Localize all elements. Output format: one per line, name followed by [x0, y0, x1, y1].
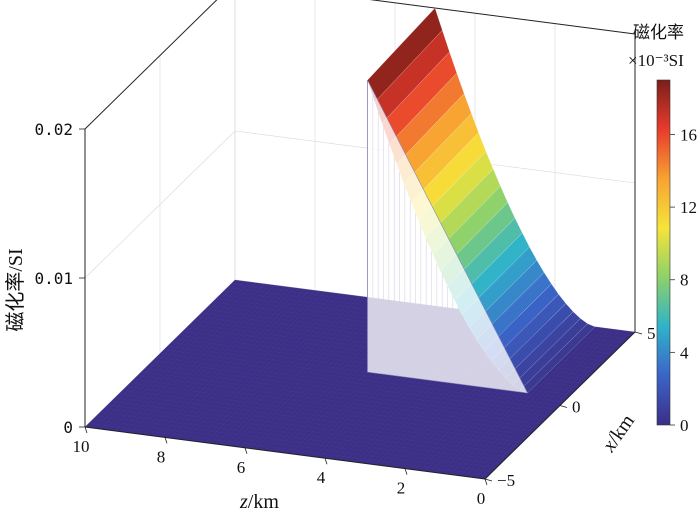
colorbar: 磁化率 ×10⁻³SI 16 12 8 4 0 [628, 23, 697, 435]
mesh-line [163, 349, 564, 402]
y-axis-label: x/km [598, 410, 640, 457]
colorbar-tick-label: 4 [680, 343, 689, 362]
x-tick-mark [244, 447, 248, 454]
x-tick-label: 6 [237, 458, 246, 477]
x-tick-mark [324, 458, 328, 465]
mesh-line [96, 415, 497, 469]
mesh-line [144, 368, 546, 421]
z-axis-label: 磁化率/SI [4, 248, 27, 331]
colorbar-gradient [656, 79, 671, 426]
mesh-line [152, 360, 553, 413]
axis-line [84, 0, 218, 130]
mesh-line [141, 371, 542, 424]
surface-anomaly [367, 7, 596, 394]
x-tick-mark [84, 426, 88, 434]
colorbar-tick-label: 16 [680, 125, 697, 144]
colorbar-unit: ×10⁻³SI [628, 51, 684, 70]
y-tick-label: 5 [647, 324, 656, 343]
x-tick-label: 10 [73, 437, 90, 456]
y-tick-label: 0 [572, 398, 581, 417]
mesh-line [159, 353, 561, 406]
x-tick-label: 8 [157, 447, 166, 466]
mesh-line [118, 393, 519, 447]
mesh-line [88, 423, 489, 476]
y-tick-label: −5 [497, 471, 515, 490]
cliff-face [367, 79, 529, 394]
mesh-line [137, 375, 538, 428]
mesh-line [103, 408, 504, 461]
z-tick-label: 0.02 [34, 120, 73, 139]
x-tick-mark [484, 478, 488, 486]
mesh-line [148, 364, 549, 417]
colorbar-tick-label: 12 [680, 198, 697, 217]
z-tick-label: 0 [63, 418, 73, 437]
colorbar-tick-label: 8 [680, 271, 689, 290]
y-tick-mark [559, 405, 568, 408]
y-tick-mark [634, 331, 643, 335]
colorbar-ticks: 16 12 8 4 0 [670, 125, 697, 435]
x-tick-label: 2 [397, 479, 406, 498]
x-tick-label: 4 [317, 468, 326, 487]
mesh-line [156, 357, 557, 410]
mesh-line [107, 404, 508, 458]
mesh-line [99, 412, 501, 465]
colorbar-tick-label: 0 [680, 416, 689, 435]
mesh-line [92, 419, 493, 472]
colorbar-title: 磁化率 [633, 23, 684, 42]
x-tick-mark [404, 468, 408, 475]
z-tick-label: 0.01 [34, 269, 73, 288]
mesh-line [114, 397, 516, 450]
mesh-line [111, 401, 512, 454]
x-axis-label: z/km [239, 491, 279, 513]
mesh-line [122, 390, 523, 443]
x-tick-label: 0 [477, 489, 486, 508]
mesh-line [129, 382, 531, 436]
y-tick-mark [484, 478, 493, 482]
x-axis-line [84, 426, 486, 480]
x-tick-mark [164, 437, 168, 444]
mesh-line [126, 386, 527, 439]
tick-labels: 10 8 6 4 2 0 5 0 −5 0.02 0.01 0 [34, 120, 655, 508]
mesh-line [133, 379, 534, 432]
